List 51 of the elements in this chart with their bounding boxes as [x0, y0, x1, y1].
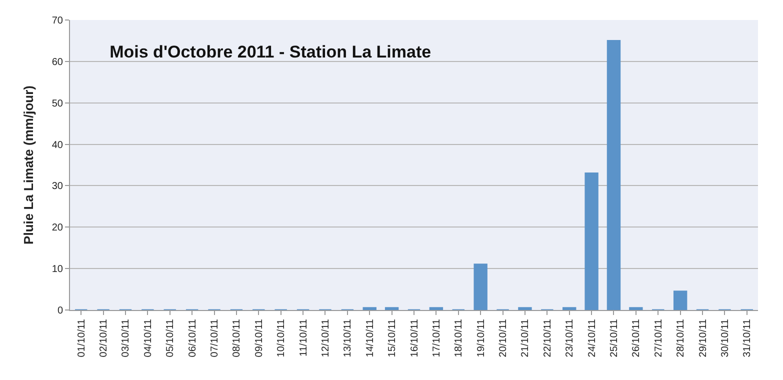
y-tick-label: 60 [52, 56, 64, 68]
bar [673, 290, 688, 310]
y-tick-label: 50 [52, 98, 64, 110]
x-tick-label: 27/10/11 [653, 318, 664, 358]
y-tick-label: 40 [52, 140, 64, 151]
bar [606, 40, 621, 310]
x-tick-label: 21/10/11 [520, 318, 532, 358]
bar [362, 307, 376, 310]
bar [629, 307, 643, 310]
x-tick-label: 19/10/11 [476, 318, 487, 358]
x-tick-label: 07/10/11 [210, 318, 221, 358]
y-tick-label: 70 [52, 16, 64, 26]
x-tick-label: 11/10/11 [298, 318, 310, 356]
x-tick-label: 08/10/11 [232, 318, 243, 358]
x-tick-label: 10/10/11 [276, 318, 288, 358]
bar [584, 172, 598, 310]
x-tick-label: 03/10/11 [120, 318, 132, 358]
y-tick-label: 30 [52, 181, 64, 192]
x-tick-label: 01/10/11 [76, 318, 88, 358]
bar [562, 307, 576, 310]
x-tick-label: 30/10/11 [720, 318, 731, 358]
x-tick-label: 12/10/11 [320, 318, 332, 358]
x-tick-label: 09/10/11 [254, 318, 265, 358]
bar [384, 307, 399, 310]
x-tick-label: 16/10/11 [409, 318, 420, 358]
y-tick-label: 20 [52, 222, 64, 234]
x-tick-label: 31/10/11 [742, 318, 754, 358]
bar [429, 307, 444, 310]
x-tick-label: 24/10/11 [586, 318, 598, 358]
x-tick-label: 28/10/11 [676, 318, 687, 358]
x-tick-label: 20/10/11 [498, 318, 510, 358]
x-tick-label: 17/10/11 [431, 318, 442, 358]
y-tick-label: 0 [57, 306, 64, 316]
x-tick-label: 22/10/11 [542, 318, 554, 358]
x-tick-label: 15/10/11 [387, 318, 398, 358]
x-tick-label: 26/10/11 [631, 318, 642, 358]
bar [518, 307, 532, 310]
y-axis-title: Pluie La Limate (mm/jour) [20, 86, 36, 244]
x-tick-label: 04/10/11 [142, 318, 154, 358]
x-tick-label: 18/10/11 [454, 318, 465, 358]
x-tick-label: 02/10/11 [98, 318, 110, 358]
y-tick-label: 10 [52, 264, 64, 276]
x-tick-label: 13/10/11 [342, 318, 354, 358]
bar [474, 264, 488, 310]
x-tick-label: 25/10/11 [608, 318, 620, 358]
x-tick-label: 06/10/11 [187, 318, 198, 358]
x-tick-label: 23/10/11 [564, 318, 576, 358]
x-tick-label: 29/10/11 [698, 318, 709, 358]
x-tick-label: 14/10/11 [364, 318, 376, 358]
text: Mois d'Octobre 2011 - Station La Limate [110, 42, 432, 62]
x-tick-label: 05/10/11 [165, 318, 176, 358]
